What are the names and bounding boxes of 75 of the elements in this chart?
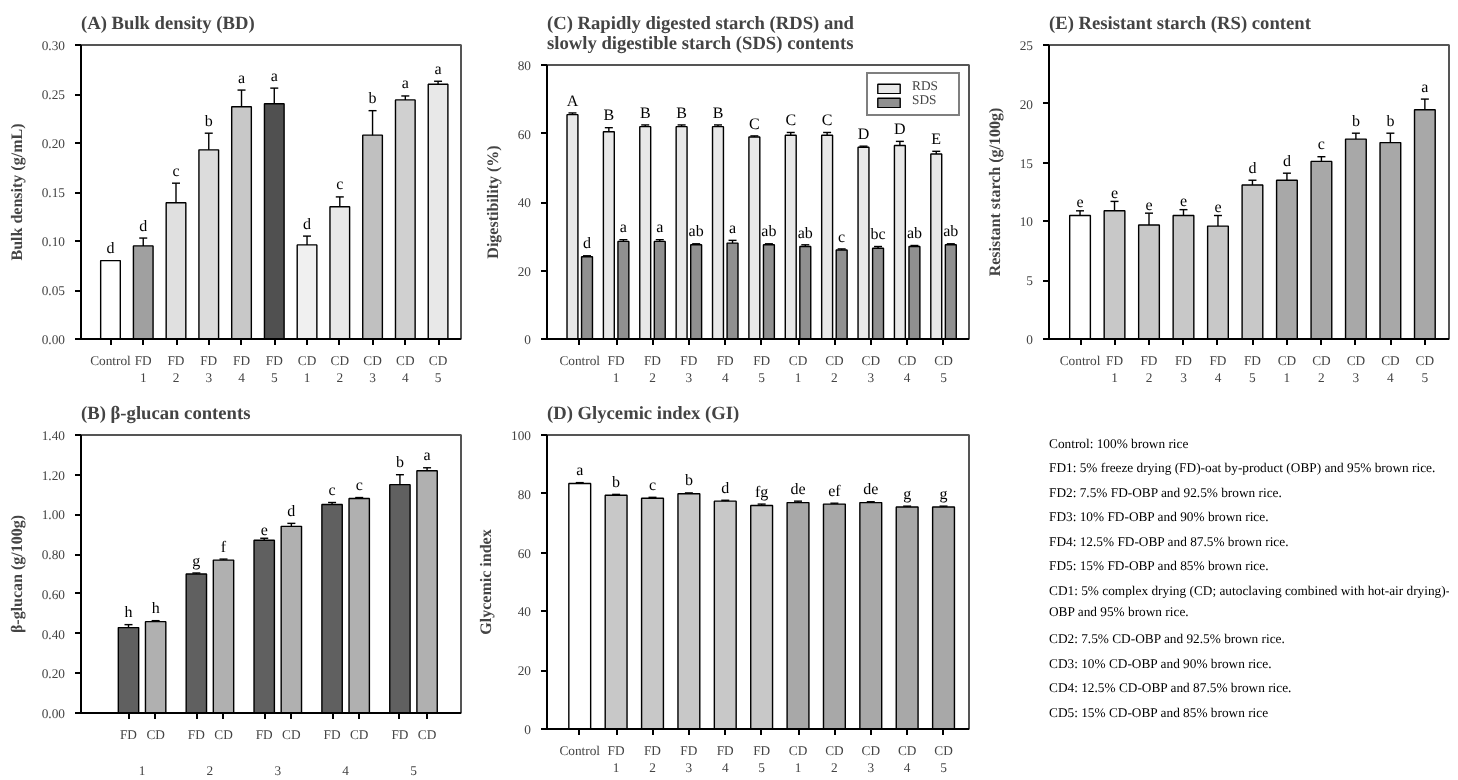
data-label: ab — [797, 223, 813, 242]
data-label: a — [728, 219, 737, 238]
data-label: g — [903, 484, 912, 503]
data-label: a — [237, 68, 246, 87]
data-label: a — [423, 446, 432, 465]
y-axis-title: Digestibility (%) — [483, 144, 502, 259]
data-label: ab — [943, 222, 959, 241]
data-label: b — [1386, 111, 1395, 130]
y-axis-title: Glycemic index — [477, 529, 496, 635]
data-label: a — [401, 74, 410, 93]
data-label: d — [287, 502, 296, 521]
data-label: B — [639, 103, 651, 122]
data-label: g — [939, 484, 948, 503]
chart-title: (D) Glycemic index (GI) — [547, 405, 740, 425]
data-label: ab — [906, 224, 923, 243]
data-label: E — [931, 130, 942, 149]
data-label: e — [1179, 192, 1188, 211]
data-label: D — [894, 120, 907, 139]
data-label: e — [1110, 183, 1119, 202]
data-label: h — [124, 603, 133, 622]
data-label: c — [172, 161, 181, 180]
data-label: d — [303, 214, 312, 233]
data-label: d — [139, 216, 148, 235]
data-label: A — [566, 91, 579, 110]
chart-title: (A) Bulk density (BD) — [81, 15, 255, 35]
data-label: c — [838, 227, 847, 246]
data-label: de — [790, 479, 807, 498]
data-label: f — [220, 537, 227, 556]
data-label: a — [656, 218, 665, 237]
data-label: b — [204, 111, 213, 130]
data-label: c — [648, 475, 657, 494]
data-label: bc — [870, 225, 887, 244]
data-label: a — [576, 461, 585, 480]
data-label: b — [368, 89, 377, 108]
data-label: e — [1214, 197, 1223, 216]
data-label: de — [863, 480, 880, 499]
data-label: a — [619, 218, 628, 237]
data-label: c — [336, 175, 345, 194]
data-label: a — [270, 66, 279, 85]
data-label: B — [603, 106, 615, 125]
y-axis-title: Resistant starch (g/100g) — [985, 107, 1004, 277]
data-label: c — [1317, 135, 1326, 154]
data-label: D — [857, 124, 870, 143]
data-label: fg — [754, 482, 769, 501]
y-axis-title: Bulk density (g/mL) — [7, 122, 26, 261]
data-label: ab — [688, 222, 704, 241]
data-label: b — [684, 471, 693, 490]
data-label: C — [749, 114, 760, 133]
data-label: e — [1145, 195, 1154, 214]
data-label: e — [1076, 193, 1085, 212]
chart-title: (E) Resistant starch (RS) content — [1049, 15, 1313, 35]
data-label: h — [151, 599, 160, 618]
data-label: ef — [828, 481, 842, 500]
data-label: a — [434, 59, 443, 78]
data-label: g — [192, 551, 201, 570]
data-label: d — [721, 478, 730, 497]
data-label: d — [583, 234, 592, 253]
data-label: b — [395, 453, 404, 472]
data-label: b — [1351, 111, 1360, 130]
y-axis-title: β-glucan (g/100g) — [7, 514, 26, 634]
chart-title: (B) β-glucan contents — [81, 405, 252, 425]
data-label: a — [1421, 77, 1430, 96]
data-label: c — [328, 481, 337, 500]
data-label: B — [712, 103, 724, 122]
data-label: C — [821, 111, 833, 130]
data-label: B — [676, 103, 687, 122]
data-label: ab — [761, 222, 777, 241]
data-label: e — [260, 520, 269, 539]
data-label: c — [355, 476, 364, 495]
data-label: d — [1248, 158, 1257, 177]
data-label: d — [106, 239, 115, 258]
chart-title: (C) Rapidly digested starch (RDS) and slowly digestible starch (SDS) contents — [547, 15, 856, 55]
data-label: d — [1282, 151, 1291, 170]
data-label: b — [612, 472, 621, 491]
data-label: C — [785, 111, 797, 130]
